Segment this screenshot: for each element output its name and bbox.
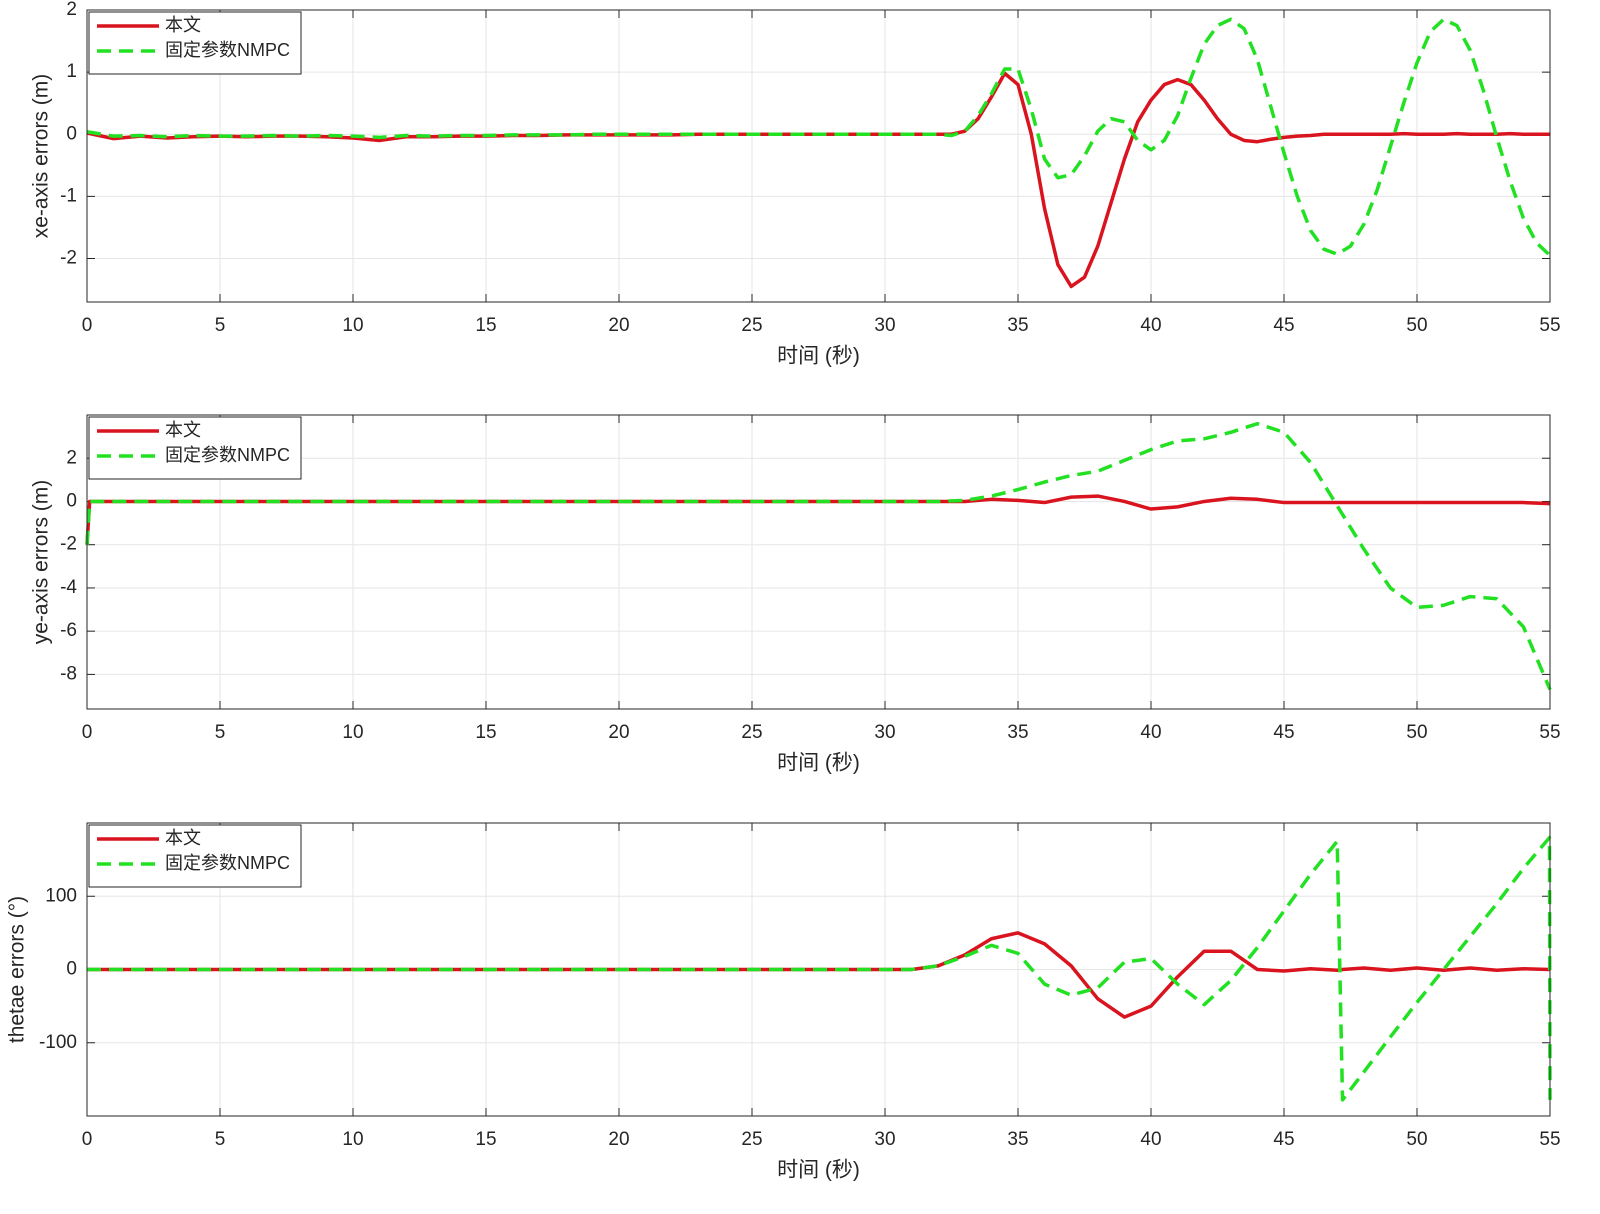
legend-label: 本文 bbox=[165, 15, 201, 35]
x-tick-label: 50 bbox=[1406, 722, 1427, 743]
x-axis-label: 时间 (秒) bbox=[777, 1159, 860, 1182]
legend-label: 本文 bbox=[165, 420, 201, 440]
subplot: 0 5 10 15 20 25 30 35 40 45 50 55 -2 -1 0 1 2 时间 (秒) xe-ax… bbox=[30, 0, 1561, 368]
x-tick-label: 10 bbox=[342, 722, 363, 743]
x-tick-label: 55 bbox=[1539, 1129, 1560, 1150]
series-line bbox=[85, 421, 1552, 691]
legend-box bbox=[88, 11, 302, 75]
y-tick-label: 0 bbox=[66, 959, 77, 980]
x-tick-label: 10 bbox=[342, 1129, 363, 1150]
x-tick-label: 40 bbox=[1140, 315, 1161, 336]
legend-label: 本文 bbox=[165, 828, 201, 848]
y-axis-label: ye-axis errors (m) bbox=[30, 480, 53, 645]
x-tick-label: 45 bbox=[1273, 1129, 1294, 1150]
legend-label: 固定参数NMPC bbox=[165, 853, 290, 873]
x-tick-label: 30 bbox=[874, 315, 895, 336]
y-axis-label: xe-axis errors (m) bbox=[30, 74, 53, 239]
x-tick-label: 45 bbox=[1273, 315, 1294, 336]
series-line bbox=[85, 494, 1551, 545]
axes-frame bbox=[86, 9, 1551, 303]
series-line bbox=[87, 931, 1552, 1019]
axes-frame bbox=[86, 822, 1551, 1117]
y-tick-label: -4 bbox=[60, 577, 77, 598]
y-tick-label: 2 bbox=[66, 0, 77, 20]
x-tick-label: 25 bbox=[741, 1129, 762, 1150]
x-tick-label: 40 bbox=[1140, 1129, 1161, 1150]
y-tick-label: -8 bbox=[60, 663, 77, 684]
y-tick-label: -2 bbox=[60, 534, 77, 555]
x-tick-label: 30 bbox=[874, 722, 895, 743]
y-tick-label: -6 bbox=[60, 620, 77, 641]
legend-label: 固定参数NMPC bbox=[165, 40, 290, 60]
y-tick-label: 0 bbox=[66, 490, 77, 511]
x-tick-label: 25 bbox=[741, 722, 762, 743]
y-tick-label: -100 bbox=[39, 1032, 77, 1053]
x-tick-label: 10 bbox=[342, 315, 363, 336]
x-tick-label: 25 bbox=[741, 315, 762, 336]
x-tick-label: 5 bbox=[215, 1129, 226, 1150]
subplot: 0 5 10 15 20 25 30 35 40 45 50 55 -8 -6 -4 -2 0 2 时间 (秒) ye… bbox=[30, 414, 1561, 775]
x-tick-label: 35 bbox=[1007, 315, 1028, 336]
x-tick-label: 50 bbox=[1406, 315, 1427, 336]
x-tick-label: 35 bbox=[1007, 1129, 1028, 1150]
x-tick-label: 0 bbox=[82, 315, 93, 336]
x-tick-label: 30 bbox=[874, 1129, 895, 1150]
y-tick-label: 100 bbox=[45, 885, 77, 906]
y-tick-label: 2 bbox=[66, 447, 77, 468]
x-tick-label: 0 bbox=[82, 1129, 93, 1150]
x-tick-label: 0 bbox=[82, 722, 93, 743]
x-tick-label: 40 bbox=[1140, 722, 1161, 743]
series-line bbox=[86, 17, 1552, 257]
x-tick-label: 20 bbox=[608, 315, 629, 336]
y-tick-label: 0 bbox=[66, 123, 77, 144]
x-tick-label: 35 bbox=[1007, 722, 1028, 743]
x-tick-label: 20 bbox=[608, 1129, 629, 1150]
x-axis-label: 时间 (秒) bbox=[777, 345, 860, 368]
legend-box bbox=[88, 824, 302, 888]
x-tick-label: 55 bbox=[1539, 315, 1560, 336]
x-tick-label: 15 bbox=[475, 315, 496, 336]
x-tick-label: 50 bbox=[1406, 1129, 1427, 1150]
legend-label: 固定参数NMPC bbox=[165, 445, 290, 465]
y-tick-label: 1 bbox=[66, 61, 77, 82]
x-axis-label: 时间 (秒) bbox=[777, 752, 860, 775]
y-tick-label: -1 bbox=[60, 185, 77, 206]
subplot: 0 5 10 15 20 25 30 35 40 45 50 55 -100 0 100 时间 (秒) thet… bbox=[6, 822, 1561, 1182]
legend-box bbox=[88, 416, 302, 480]
x-tick-label: 5 bbox=[215, 315, 226, 336]
x-tick-label: 45 bbox=[1273, 722, 1294, 743]
y-axis-label: thetae errors (°) bbox=[6, 896, 29, 1043]
x-tick-label: 20 bbox=[608, 722, 629, 743]
series-line bbox=[86, 71, 1550, 289]
x-tick-label: 15 bbox=[475, 1129, 496, 1150]
x-tick-label: 5 bbox=[215, 722, 226, 743]
x-tick-label: 15 bbox=[475, 722, 496, 743]
y-tick-label: -2 bbox=[60, 248, 77, 269]
axes-frame bbox=[86, 414, 1551, 710]
series-line bbox=[87, 835, 1552, 1102]
x-tick-label: 55 bbox=[1539, 722, 1560, 743]
